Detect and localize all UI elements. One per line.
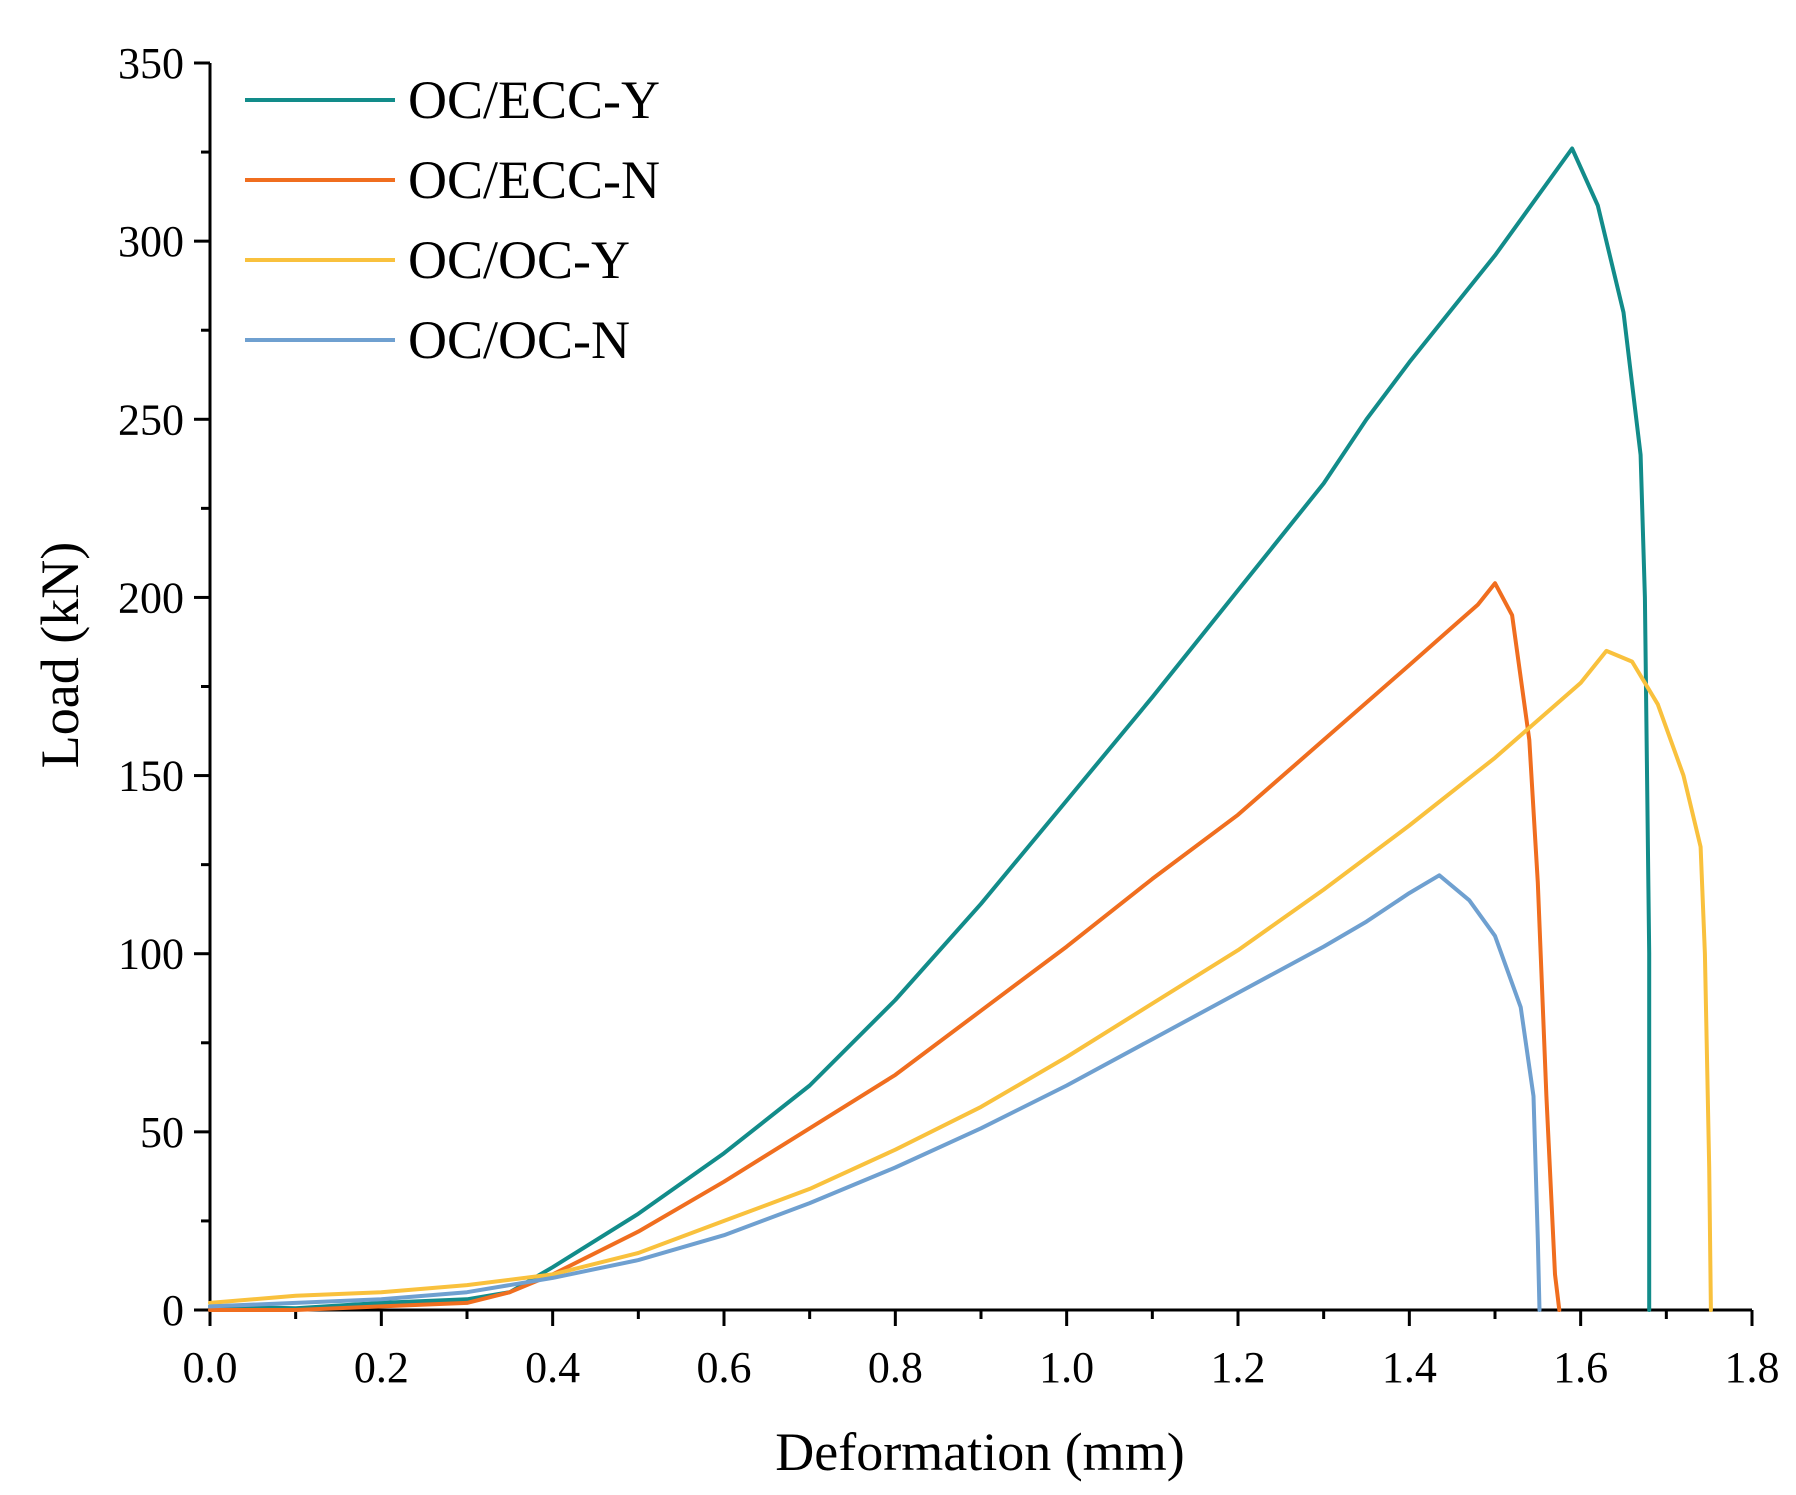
x-tick-label: 0.2 bbox=[354, 1343, 409, 1392]
legend-label: OC/ECC-N bbox=[408, 150, 660, 210]
x-tick-label: 1.6 bbox=[1553, 1343, 1608, 1392]
series-line-oc-oc-y bbox=[208, 648, 1713, 1312]
y-tick-label: 150 bbox=[118, 752, 184, 801]
ticks: 0.0 0.2 0.4 0.6 0.8 1.0 1.2 1.4 1.6 1.8 0 50 100 150 2… bbox=[118, 39, 1780, 1392]
x-tick-label: 1.4 bbox=[1382, 1343, 1437, 1392]
x-tick-label: 0.8 bbox=[868, 1343, 923, 1392]
y-tick-label: 50 bbox=[140, 1108, 184, 1157]
y-tick-label: 200 bbox=[118, 573, 184, 622]
x-tick-label: 0.4 bbox=[525, 1343, 580, 1392]
y-tick-label: 100 bbox=[118, 930, 184, 979]
x-tick-label: 0.0 bbox=[183, 1343, 238, 1392]
y-tick-label: 300 bbox=[118, 217, 184, 266]
x-tick-label: 0.6 bbox=[697, 1343, 752, 1392]
y-tick-label: 350 bbox=[118, 39, 184, 88]
legend: OC/ECC-Y OC/ECC-N OC/OC-Y OC/OC-N bbox=[245, 70, 660, 370]
x-tick-label: 1.8 bbox=[1725, 1343, 1780, 1392]
legend-label: OC/OC-N bbox=[408, 310, 630, 370]
x-axis-title: Deformation (mm) bbox=[775, 1422, 1184, 1482]
series-line-oc-ecc-n bbox=[208, 581, 1562, 1312]
y-tick-label: 0 bbox=[162, 1286, 184, 1335]
y-tick-label: 250 bbox=[118, 395, 184, 444]
x-tick-label: 1.0 bbox=[1039, 1343, 1094, 1392]
series-line-oc-oc-n bbox=[208, 873, 1542, 1312]
legend-label: OC/ECC-Y bbox=[408, 70, 660, 130]
series-lines bbox=[208, 146, 1713, 1312]
y-axis-title: Load (kN) bbox=[30, 542, 90, 768]
legend-label: OC/OC-Y bbox=[408, 230, 630, 290]
x-tick-label: 1.2 bbox=[1211, 1343, 1266, 1392]
